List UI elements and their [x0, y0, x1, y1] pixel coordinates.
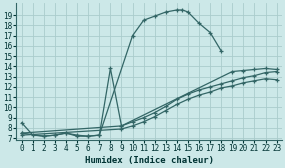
X-axis label: Humidex (Indice chaleur): Humidex (Indice chaleur) — [85, 156, 214, 165]
